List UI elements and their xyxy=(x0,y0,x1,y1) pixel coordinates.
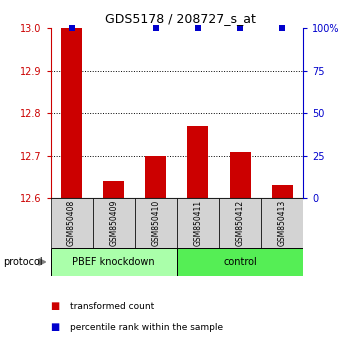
Bar xyxy=(177,198,219,248)
Bar xyxy=(145,156,166,198)
Bar xyxy=(271,185,293,198)
Bar xyxy=(261,198,303,248)
Text: transformed count: transformed count xyxy=(70,302,155,311)
Text: protocol: protocol xyxy=(4,257,43,267)
Text: PBEF knockdown: PBEF knockdown xyxy=(73,257,155,267)
Text: GSM850411: GSM850411 xyxy=(193,200,203,246)
Text: GSM850410: GSM850410 xyxy=(151,200,160,246)
Text: ■: ■ xyxy=(51,301,60,311)
Bar xyxy=(51,248,177,276)
Bar xyxy=(61,28,82,198)
Bar xyxy=(51,198,93,248)
Text: control: control xyxy=(223,257,257,267)
Text: ■: ■ xyxy=(51,322,60,332)
Text: GSM850408: GSM850408 xyxy=(67,200,76,246)
Text: GSM850409: GSM850409 xyxy=(109,200,118,246)
Text: GDS5178 / 208727_s_at: GDS5178 / 208727_s_at xyxy=(105,12,256,25)
Text: GSM850412: GSM850412 xyxy=(236,200,244,246)
Bar xyxy=(103,181,124,198)
Bar xyxy=(93,198,135,248)
Bar xyxy=(187,126,208,198)
Bar xyxy=(135,198,177,248)
Text: GSM850413: GSM850413 xyxy=(278,200,287,246)
Bar xyxy=(177,248,303,276)
Bar xyxy=(230,152,251,198)
Text: percentile rank within the sample: percentile rank within the sample xyxy=(70,323,223,332)
Bar xyxy=(219,198,261,248)
